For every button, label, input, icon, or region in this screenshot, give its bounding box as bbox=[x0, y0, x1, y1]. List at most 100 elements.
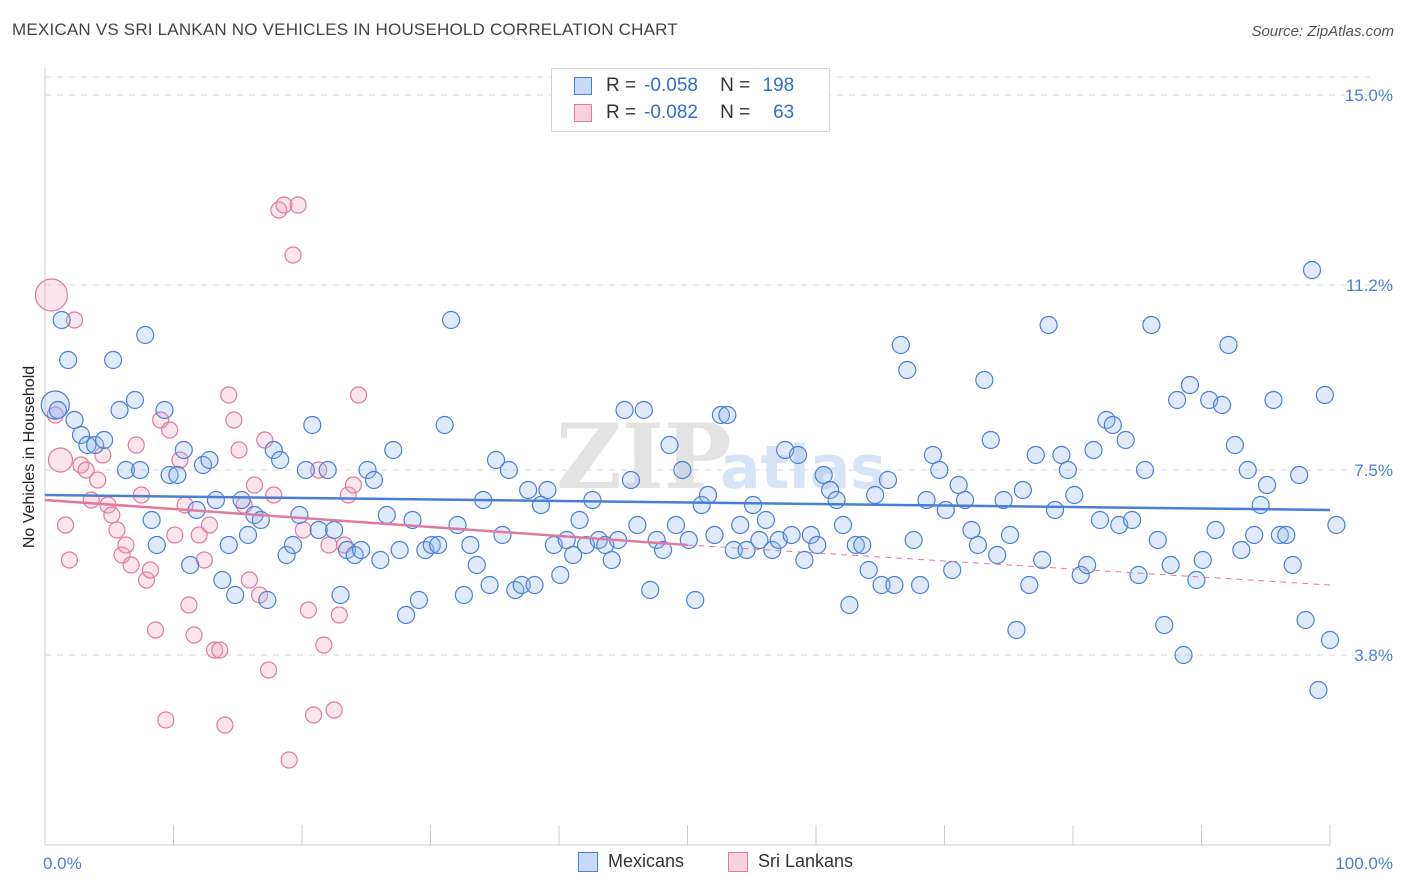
mexicans-point bbox=[318, 460, 337, 480]
mexicans-point bbox=[872, 575, 891, 595]
mexicans-point bbox=[731, 515, 750, 535]
mexicans-point bbox=[904, 530, 923, 550]
mexicans-point bbox=[390, 540, 409, 560]
sri-lankans-point bbox=[259, 661, 278, 679]
sri-lankans-point bbox=[349, 386, 368, 404]
sri-lankans-point bbox=[65, 311, 84, 329]
sri-lankans-point bbox=[200, 516, 219, 534]
mexicans-point bbox=[377, 505, 396, 525]
mexicans-point bbox=[258, 590, 277, 610]
mexicans-point bbox=[371, 550, 390, 570]
mexicans-legend-swatch bbox=[578, 851, 598, 872]
mexicans-point bbox=[1142, 315, 1161, 335]
mexicans-point bbox=[853, 535, 872, 555]
sri-lankans-point bbox=[284, 246, 302, 264]
legend-label-sri-lankans: Sri Lankans bbox=[758, 851, 854, 871]
mexicans-point bbox=[40, 390, 70, 420]
mexicans-point bbox=[1251, 495, 1270, 515]
mexicans-point bbox=[1013, 480, 1032, 500]
y-axis-title: No Vehicles in Household bbox=[21, 366, 38, 548]
mexicans-point bbox=[1327, 515, 1346, 535]
mexicans-point bbox=[429, 535, 448, 555]
mexicans-point bbox=[1065, 485, 1084, 505]
mexicans-point bbox=[878, 470, 898, 490]
mexicans-point bbox=[1039, 315, 1058, 335]
mexicans-point bbox=[782, 525, 801, 545]
mexicans-point bbox=[1123, 510, 1142, 530]
mexicans-point bbox=[840, 595, 859, 615]
sri-lankans-point bbox=[108, 521, 126, 539]
mexicans-point bbox=[885, 575, 904, 595]
r-value: -0.082 bbox=[644, 102, 698, 123]
mexicans-point bbox=[846, 535, 865, 555]
mexicans-point bbox=[104, 350, 123, 370]
legend-label-mexicans: Mexicans bbox=[608, 851, 685, 871]
mexicans-point bbox=[1007, 620, 1026, 640]
mexicans-point bbox=[467, 555, 486, 575]
mexicans-point bbox=[226, 585, 245, 605]
axis-labels: 3.8% 7.5% 11.2% 15.0% 0.0% 100.0% bbox=[43, 86, 1393, 873]
mexicans-point bbox=[634, 400, 653, 420]
y-tick-label: 3.8% bbox=[1354, 646, 1393, 665]
mexicans-point bbox=[1116, 430, 1135, 450]
mexicans-point bbox=[1020, 575, 1039, 595]
sri-lankans-point bbox=[299, 601, 318, 619]
sri-lankans-point bbox=[225, 411, 243, 429]
mexicans-point bbox=[296, 460, 315, 480]
sri-lankans-point bbox=[294, 521, 312, 539]
legend-item-mexicans[interactable]: Mexicans bbox=[578, 851, 684, 872]
sri-lankans-point bbox=[171, 451, 189, 469]
watermark: ZIP atlas bbox=[556, 404, 886, 510]
sri-lankans-point bbox=[89, 471, 107, 489]
watermark-atlas: atlas bbox=[720, 433, 886, 503]
sri-lankans-point bbox=[137, 571, 156, 589]
mexicans-point bbox=[814, 465, 833, 485]
mexicans-point bbox=[705, 525, 724, 545]
mexicans-point bbox=[1296, 610, 1315, 630]
mexicans-point bbox=[1103, 415, 1122, 435]
series-legend: Mexicans Sri Lankans bbox=[0, 851, 1406, 877]
mexicans-point bbox=[1212, 395, 1232, 415]
mexicans-point bbox=[519, 480, 538, 500]
mexicans-point bbox=[1033, 550, 1052, 570]
mexicans-point bbox=[1283, 555, 1302, 575]
mexicans-point bbox=[71, 425, 91, 445]
sri-lankans-point bbox=[344, 476, 362, 494]
mexicans-point bbox=[923, 445, 943, 465]
mexicans-point bbox=[142, 510, 161, 530]
mexicans-point bbox=[65, 410, 84, 430]
mexicans-point bbox=[125, 390, 145, 410]
mexicans-point bbox=[271, 450, 290, 470]
n-label: N = bbox=[720, 102, 751, 123]
mexicans-point bbox=[396, 605, 416, 625]
mexicans-point bbox=[1264, 390, 1283, 410]
mexicans-point bbox=[994, 490, 1013, 510]
mexicans-point bbox=[1309, 680, 1328, 700]
mexicans-point bbox=[943, 560, 962, 580]
mexicans-point bbox=[303, 415, 322, 435]
sri-lankans-point bbox=[185, 626, 203, 644]
watermark-zip: ZIP bbox=[556, 404, 731, 510]
mexicans-point bbox=[891, 335, 910, 355]
mexicans-point bbox=[1161, 555, 1180, 575]
sri-lankans-point bbox=[60, 551, 79, 569]
mexicans-point bbox=[660, 435, 679, 455]
mexicans-point bbox=[1320, 630, 1340, 650]
mexicans-point bbox=[78, 435, 97, 455]
mexicans-point bbox=[808, 535, 827, 555]
mexicans-point bbox=[538, 480, 557, 500]
sri-lankans-point bbox=[240, 571, 258, 589]
mexicans-trend-line bbox=[44, 493, 1331, 512]
mexicans-point bbox=[1174, 645, 1193, 665]
sri-lankans-point bbox=[146, 621, 165, 639]
mexicans-point bbox=[512, 575, 531, 595]
mexicans-point bbox=[1084, 440, 1103, 460]
mexicans-point bbox=[737, 540, 756, 560]
r-value: -0.058 bbox=[644, 75, 698, 96]
sri-lankans-point bbox=[315, 636, 333, 654]
mexicans-point bbox=[1257, 475, 1277, 495]
sri-lankans-point bbox=[117, 536, 135, 554]
legend-item-sri-lankans[interactable]: Sri Lankans bbox=[728, 851, 853, 872]
chart-title: MEXICAN VS SRI LANKAN NO VEHICLES IN HOU… bbox=[12, 20, 678, 39]
r-label: R = bbox=[606, 102, 637, 123]
